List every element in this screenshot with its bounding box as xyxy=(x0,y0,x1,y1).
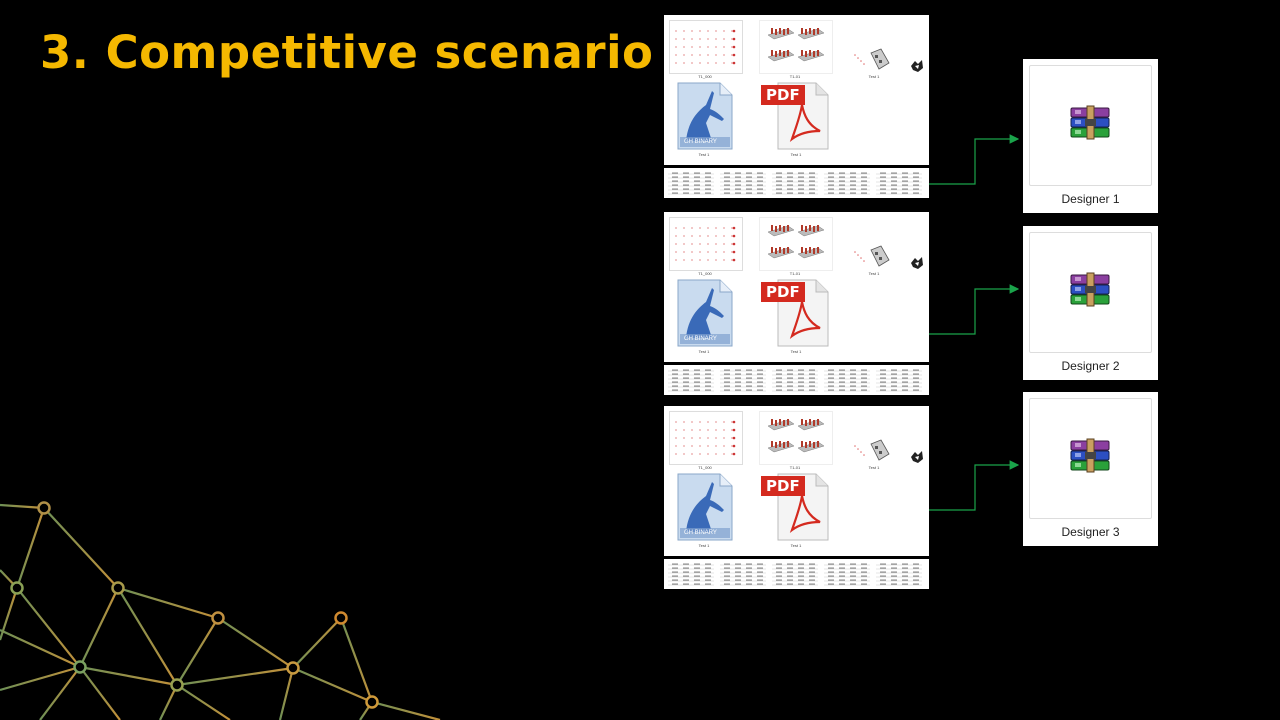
gh-binary-tag: GH BINARY xyxy=(684,336,717,342)
archive-thumbnail xyxy=(1029,65,1152,186)
file-caption: Test 1 xyxy=(868,465,880,470)
pdf-tag: PDF xyxy=(761,85,805,105)
file-explorer-panel: T1_000 T1-01 Test 1 xyxy=(664,406,929,556)
pdf-tag: PDF xyxy=(761,282,805,302)
file-caption: T1-01 xyxy=(789,271,801,276)
grid-drawing-thumbnail xyxy=(669,20,743,74)
pdf-tag: PDF xyxy=(761,476,805,496)
winrar-archive-icon xyxy=(1070,105,1110,140)
rhino-icon xyxy=(909,58,925,74)
designer-label: Designer 2 xyxy=(1061,359,1120,373)
archive-thumbnail xyxy=(1029,232,1152,353)
file-caption: Test 1 xyxy=(790,349,802,354)
file-caption: T1_000 xyxy=(698,465,712,470)
gh-binary-tag: GH BINARY xyxy=(684,530,717,536)
file-caption: T1_000 xyxy=(698,271,712,276)
small-3d-part-icon xyxy=(849,45,899,75)
gh-binary-tag: GH BINARY xyxy=(684,139,717,145)
archive-thumbnail xyxy=(1029,398,1152,519)
3d-model-thumbnail xyxy=(759,217,833,271)
small-3d-part-icon xyxy=(849,242,899,272)
file-explorer-panel: T1_000 T1-01 Test 1 xyxy=(664,15,929,165)
data-table-strip xyxy=(664,559,929,589)
slide-title: 3. Competitive scenario xyxy=(40,26,654,79)
grid-drawing-thumbnail xyxy=(669,217,743,271)
network-decoration xyxy=(0,501,441,720)
file-caption: Test 1 xyxy=(698,152,710,157)
3d-model-thumbnail xyxy=(759,411,833,465)
grasshopper-binary-file-icon: GH BINARY xyxy=(676,81,734,151)
3d-model-thumbnail xyxy=(759,20,833,74)
grasshopper-binary-file-icon: GH BINARY xyxy=(676,472,734,542)
designer-label: Designer 1 xyxy=(1061,192,1120,206)
connector-arrow-3 xyxy=(929,460,1020,511)
rhino-icon xyxy=(909,449,925,465)
winrar-archive-icon xyxy=(1070,272,1110,307)
file-caption: Test 1 xyxy=(790,543,802,548)
file-caption: T1-01 xyxy=(789,74,801,79)
file-caption: T1-01 xyxy=(789,465,801,470)
small-3d-part-icon xyxy=(849,436,899,466)
grid-drawing-thumbnail xyxy=(669,411,743,465)
designer-label: Designer 3 xyxy=(1061,525,1120,539)
designer-card-1: Designer 1 xyxy=(1023,59,1158,213)
designer-card-3: Designer 3 xyxy=(1023,392,1158,546)
file-caption: Test 1 xyxy=(790,152,802,157)
designer-card-2: Designer 2 xyxy=(1023,226,1158,380)
connector-arrow-2 xyxy=(929,284,1020,335)
data-table-strip xyxy=(664,365,929,395)
file-caption: Test 1 xyxy=(868,74,880,79)
rhino-icon xyxy=(909,255,925,271)
file-caption: Test 1 xyxy=(698,349,710,354)
grasshopper-binary-file-icon: GH BINARY xyxy=(676,278,734,348)
file-explorer-panel: T1_000 T1-01 Test 1 xyxy=(664,212,929,362)
file-caption: Test 1 xyxy=(698,543,710,548)
connector-arrow-1 xyxy=(929,134,1020,185)
file-caption: Test 1 xyxy=(868,271,880,276)
winrar-archive-icon xyxy=(1070,438,1110,473)
data-table-strip xyxy=(664,168,929,198)
file-caption: T1_000 xyxy=(698,74,712,79)
